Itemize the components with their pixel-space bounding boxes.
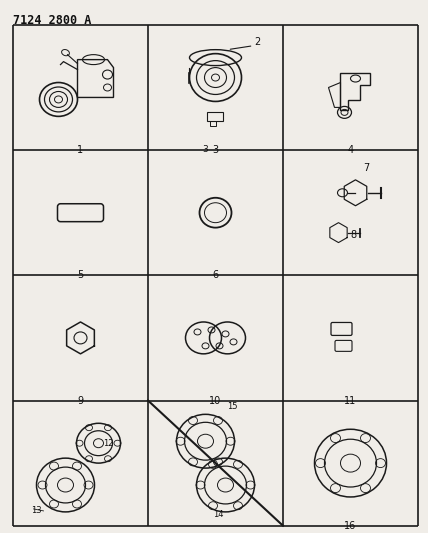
Text: 12: 12 bbox=[104, 439, 114, 448]
Text: 6: 6 bbox=[212, 270, 219, 280]
Text: 16: 16 bbox=[345, 521, 357, 531]
Bar bbox=[208, 112, 223, 122]
Text: 14: 14 bbox=[214, 510, 224, 519]
Text: 9: 9 bbox=[77, 395, 83, 406]
Text: 1: 1 bbox=[77, 145, 83, 155]
Text: 11: 11 bbox=[345, 395, 357, 406]
Text: 7: 7 bbox=[363, 163, 370, 173]
Text: 8: 8 bbox=[351, 230, 357, 240]
Text: 15: 15 bbox=[228, 402, 238, 411]
Text: 4: 4 bbox=[348, 145, 354, 155]
Text: 2: 2 bbox=[255, 37, 261, 47]
Text: 7124 2800 A: 7124 2800 A bbox=[13, 14, 91, 27]
Text: 13: 13 bbox=[32, 506, 42, 515]
Text: 10: 10 bbox=[209, 395, 222, 406]
Text: 3: 3 bbox=[202, 145, 208, 154]
Bar bbox=[211, 122, 217, 126]
Text: 5: 5 bbox=[77, 270, 83, 280]
Text: 3: 3 bbox=[212, 145, 219, 155]
